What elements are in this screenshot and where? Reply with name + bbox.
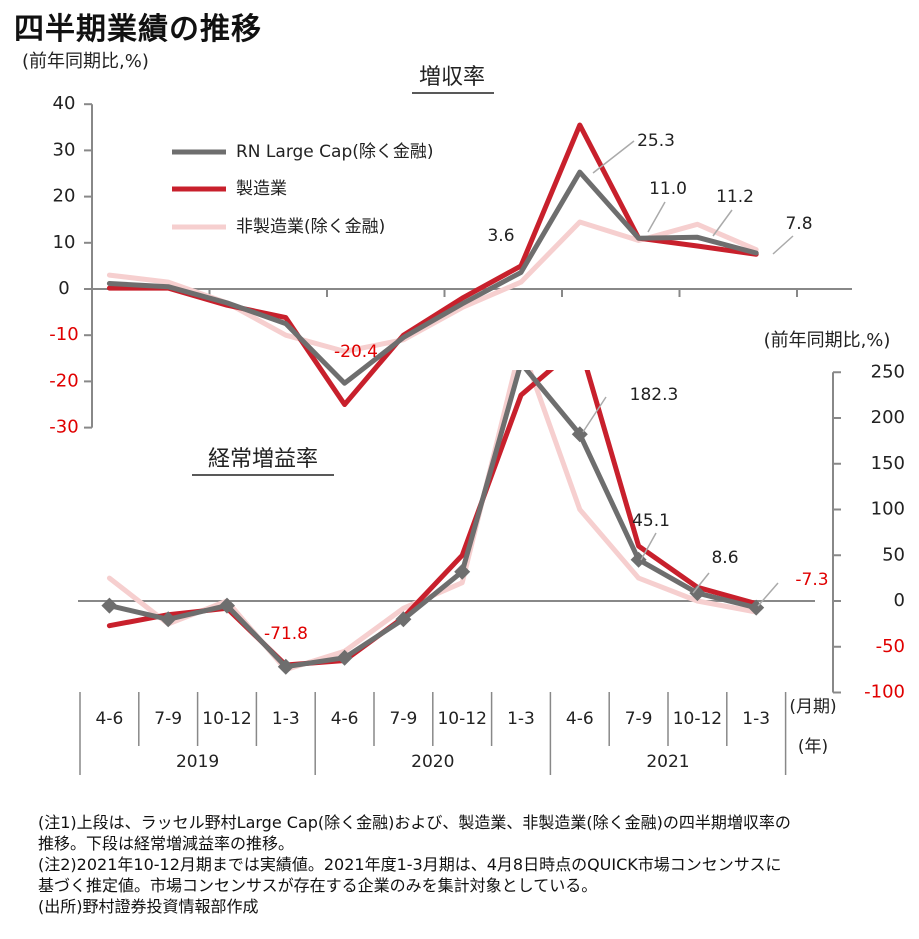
top-leader-line: [712, 209, 733, 237]
top-y-tick-label: 30: [53, 139, 76, 160]
top-leader-line: [592, 140, 635, 174]
bottom-y-tick-label: -50: [876, 636, 905, 657]
bottom-rn-marker: [689, 585, 706, 602]
page-title: 四半期業績の推移: [14, 12, 262, 47]
bottom-y-unit-label: (前年同期比,%): [764, 330, 891, 351]
top-data-label: 3.6: [487, 226, 514, 246]
top-y-tick-label: 0: [58, 278, 69, 299]
top-y-tick-label: 40: [53, 93, 76, 114]
x-quarter-label: 1-3: [507, 709, 535, 729]
x-year-label: 2019: [176, 752, 219, 772]
top-leader-line: [647, 201, 666, 233]
x-quarter-label: 7-9: [154, 709, 182, 729]
x-quarter-label: 10-12: [673, 709, 722, 729]
top-y-tick-label: -20: [49, 370, 78, 391]
bottom-data-label: 45.1: [632, 511, 670, 531]
bottom-rn-marker: [160, 611, 177, 628]
x-quarter-label: 4-6: [331, 709, 359, 729]
bottom-leader-line: [757, 582, 779, 607]
footnote-line: 推移。下段は経常増減益率の推移。: [38, 834, 295, 853]
top-data-label: 25.3: [637, 131, 675, 151]
top-y-unit-label: (前年同期比,%): [22, 51, 149, 72]
x-quarter-label: 4-6: [96, 709, 124, 729]
x-quarter-label: 10-12: [437, 709, 486, 729]
footnote-line: (注1)上段は、ラッセル野村Large Cap(除く金融)および、製造業、非製造…: [38, 813, 791, 832]
footnote-line: (注2)2021年10-12月期までは実績値。2021年度1-3月期は、4月8日…: [38, 855, 782, 874]
top-data-label: 11.0: [649, 179, 687, 199]
top-data-label: -20.4: [334, 342, 378, 362]
bottom-leader-line: [692, 572, 710, 594]
x-year-unit-label: (年): [798, 737, 828, 757]
x-quarter-label: 10-12: [202, 709, 251, 729]
x-quarter-label: 4-6: [566, 709, 594, 729]
bottom-y-tick-label: -100: [864, 682, 905, 703]
bottom-y-tick-label: 150: [871, 453, 905, 474]
footnotes: (注1)上段は、ラッセル野村Large Cap(除く金融)および、製造業、非製造…: [38, 812, 791, 917]
legend-label-nonmfg: 非製造業(除く金融): [236, 217, 385, 237]
bottom-data-label: -71.8: [264, 624, 308, 644]
bottom-rn-marker: [395, 611, 412, 628]
bottom-y-tick-label: 200: [871, 407, 905, 428]
top-data-label: 11.2: [716, 187, 754, 207]
top-data-label: 7.8: [785, 214, 812, 234]
top-y-tick-label: 20: [53, 186, 76, 207]
bottom-chart-title: 経常増益率: [208, 447, 318, 472]
top-series-line-rn: [106, 169, 759, 386]
top-y-tick-label: -10: [49, 324, 78, 345]
bottom-rn-marker: [219, 597, 235, 614]
top-chart-title: 増収率: [419, 65, 485, 90]
x-quarter-label: 1-3: [742, 709, 770, 729]
x-quarter-label: 7-9: [625, 709, 653, 729]
footnote-line: (出所)野村證券投資情報部作成: [38, 897, 259, 916]
bottom-data-label: 8.6: [711, 548, 738, 568]
x-quarter-label: 1-3: [272, 709, 300, 729]
bottom-rn-marker: [336, 649, 353, 666]
bottom-data-label: 182.3: [630, 385, 679, 405]
x-year-label: 2020: [411, 752, 454, 772]
bottom-leader-line: [582, 396, 607, 433]
bottom-y-tick-label: 250: [871, 361, 905, 382]
legend-label-rn: RN Large Cap(除く金融): [236, 142, 434, 162]
bottom-y-tick-label: 0: [894, 590, 905, 611]
bottom-y-tick-label: 100: [871, 499, 905, 520]
x-year-label: 2021: [646, 752, 689, 772]
legend-label-mfg: 製造業: [236, 179, 287, 199]
x-quarter-unit-label: (月期): [789, 697, 836, 717]
top-y-tick-label: -30: [49, 417, 78, 438]
top-leader-line: [772, 235, 794, 255]
bottom-rn-marker: [454, 563, 471, 580]
footnote-line: 基づく推定値。市場コンセンサスが存在する企業のみを集計対象としている。: [38, 876, 598, 895]
bottom-leader-line: [640, 532, 657, 561]
bottom-rn-marker: [277, 658, 294, 675]
bottom-series-line-rn: [106, 370, 759, 670]
top-y-tick-label: 10: [53, 232, 76, 253]
x-quarter-label: 7-9: [390, 709, 418, 729]
bottom-rn-marker: [101, 597, 118, 614]
bottom-y-tick-label: 50: [882, 544, 905, 565]
top-series-line-mfg: [106, 122, 759, 407]
bottom-data-label: -7.3: [795, 570, 828, 590]
